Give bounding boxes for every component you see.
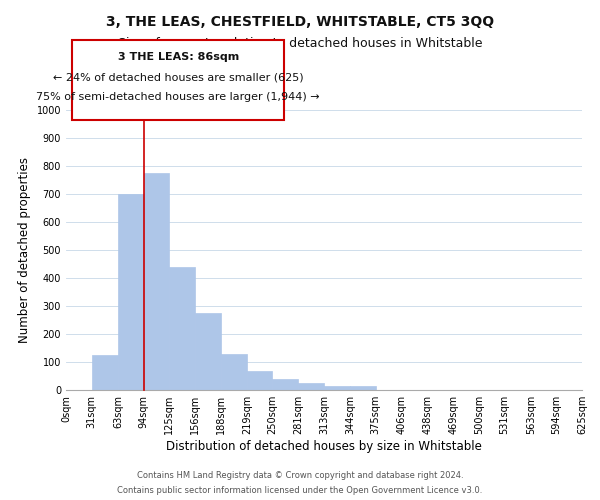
Text: Contains HM Land Registry data © Crown copyright and database right 2024.: Contains HM Land Registry data © Crown c…	[137, 471, 463, 480]
Bar	[221, 354, 247, 390]
Bar	[272, 379, 298, 390]
Bar	[92, 355, 118, 390]
Text: 3, THE LEAS, CHESTFIELD, WHITSTABLE, CT5 3QQ: 3, THE LEAS, CHESTFIELD, WHITSTABLE, CT5…	[106, 15, 494, 29]
Text: Contains public sector information licensed under the Open Government Licence v3: Contains public sector information licen…	[118, 486, 482, 495]
Text: 75% of semi-detached houses are larger (1,944) →: 75% of semi-detached houses are larger (…	[37, 92, 320, 102]
Y-axis label: Number of detached properties: Number of detached properties	[18, 157, 31, 343]
Bar	[247, 371, 272, 390]
Bar	[350, 386, 376, 390]
Bar	[143, 173, 169, 390]
Bar	[325, 386, 350, 390]
Bar	[118, 194, 143, 390]
Bar	[195, 313, 221, 390]
Text: Size of property relative to detached houses in Whitstable: Size of property relative to detached ho…	[118, 38, 482, 51]
Bar	[169, 267, 195, 390]
Text: ← 24% of detached houses are smaller (625): ← 24% of detached houses are smaller (62…	[53, 72, 304, 83]
Bar	[298, 383, 325, 390]
X-axis label: Distribution of detached houses by size in Whitstable: Distribution of detached houses by size …	[166, 440, 482, 453]
Text: 3 THE LEAS: 86sqm: 3 THE LEAS: 86sqm	[118, 52, 239, 62]
